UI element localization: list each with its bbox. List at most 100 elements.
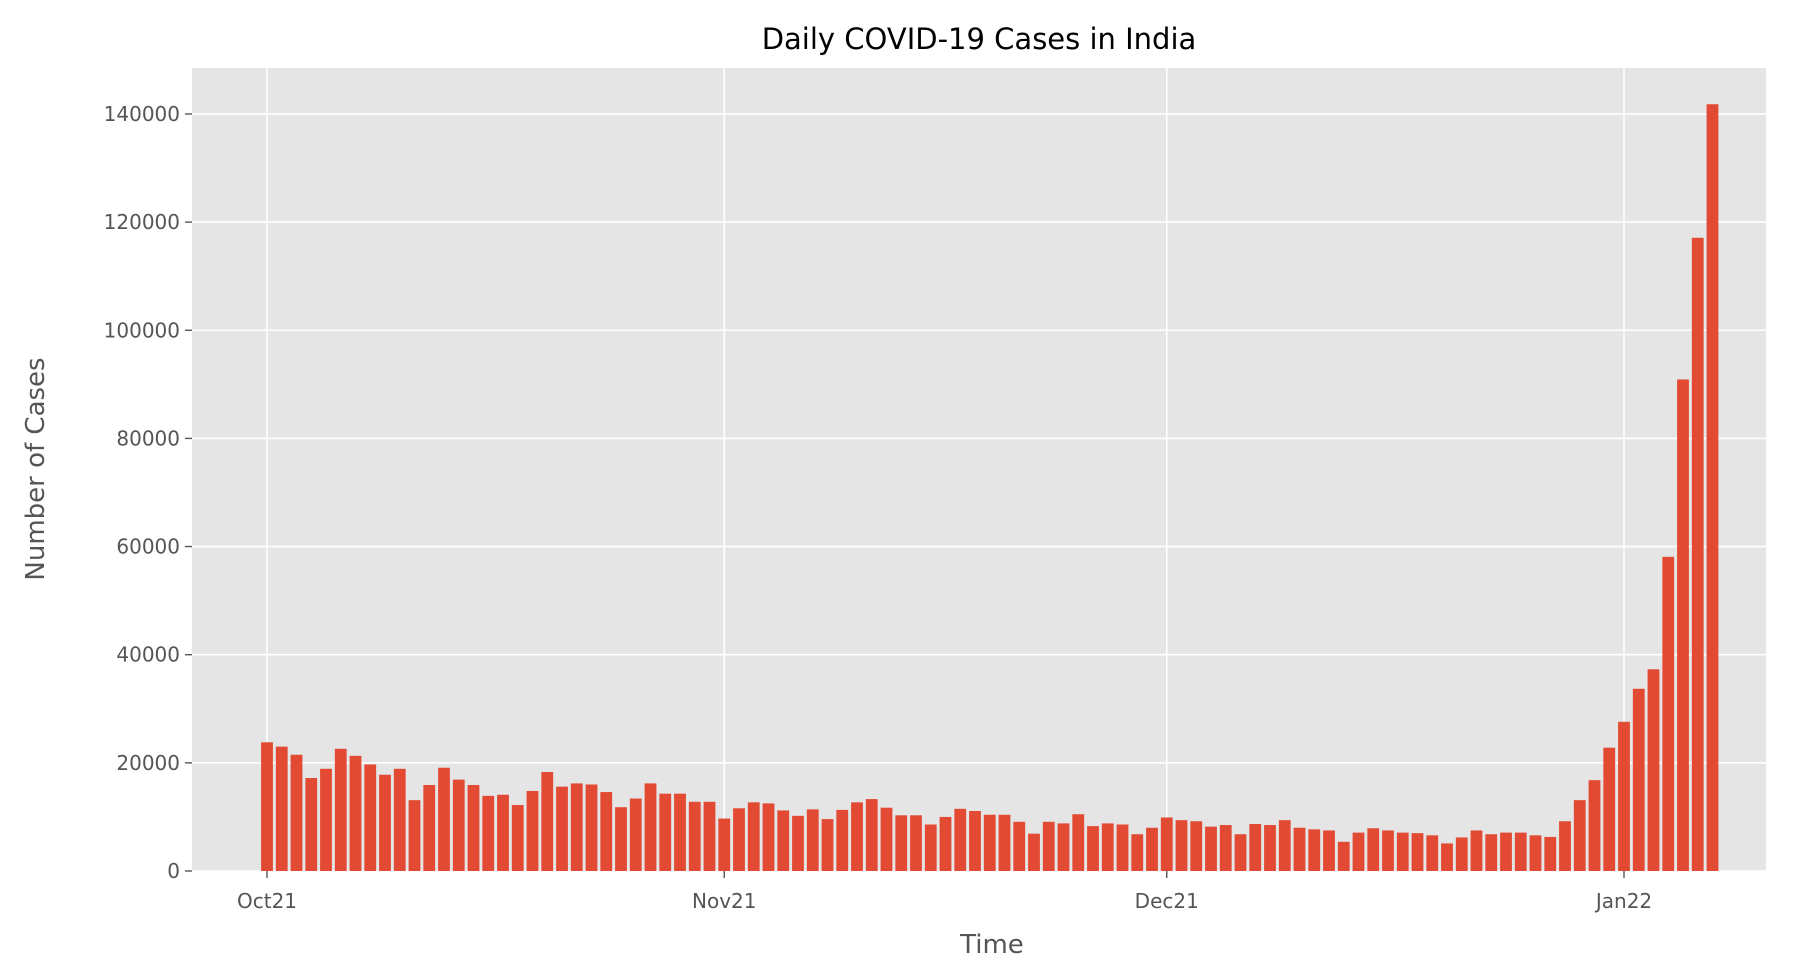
bar (1396, 832, 1409, 871)
bar (600, 792, 613, 871)
bar (1662, 556, 1675, 871)
bar (423, 785, 436, 871)
bar (526, 790, 539, 871)
bar (762, 803, 775, 871)
bar (777, 810, 790, 871)
bar (1337, 841, 1350, 871)
bar (482, 795, 495, 871)
bar (615, 807, 627, 871)
bar (1131, 834, 1144, 871)
bar (1293, 827, 1306, 871)
bar (1618, 721, 1630, 871)
bar (408, 800, 421, 871)
bar (261, 742, 273, 871)
y-tick-label: 20000 (116, 751, 180, 775)
plot-background (192, 68, 1766, 871)
bars (261, 104, 1719, 872)
y-tick-label: 140000 (104, 102, 180, 126)
bar (1573, 800, 1586, 871)
x-tick-label: Dec21 (1135, 889, 1199, 913)
bar (674, 793, 686, 871)
y-tick-label: 40000 (116, 643, 180, 667)
bar (1146, 827, 1158, 871)
bar (556, 786, 568, 871)
bar (1603, 747, 1616, 871)
bar (275, 746, 288, 871)
bar (924, 824, 937, 871)
bar (585, 784, 598, 871)
bar (629, 798, 642, 871)
bar (364, 764, 377, 871)
bar (983, 814, 996, 871)
bar (688, 801, 701, 871)
bar (1485, 834, 1498, 871)
bar (644, 783, 657, 871)
grid (192, 68, 1766, 872)
bar (467, 785, 480, 871)
bar (1160, 817, 1173, 871)
bar (1190, 821, 1203, 871)
bar (1249, 823, 1262, 871)
bar (792, 815, 804, 871)
bar (1455, 837, 1468, 871)
x-tick-label: Nov21 (692, 889, 756, 913)
bar (497, 794, 509, 871)
bar (1529, 835, 1542, 871)
bar (1514, 832, 1527, 871)
bar (910, 815, 922, 871)
bar (1072, 814, 1085, 871)
bar (1278, 820, 1291, 871)
bar (939, 816, 952, 871)
bar (1175, 820, 1188, 871)
bar (821, 819, 834, 871)
bar (1647, 669, 1660, 871)
y-axis-label: Number of Cases (21, 357, 51, 580)
bar (1234, 834, 1247, 871)
x-axis-ticks: Oct21 Nov21 Dec21 Jan22 (237, 871, 1652, 913)
bar (1116, 824, 1129, 871)
bar (1219, 825, 1232, 871)
bar (1042, 821, 1055, 871)
bar (1426, 835, 1439, 871)
y-axis-ticks: 0 20000 40000 60000 80000 100000 120000 140000 (104, 102, 192, 883)
bar (1013, 821, 1026, 871)
bar (865, 799, 878, 871)
bar (1028, 833, 1040, 871)
y-tick-label: 0 (167, 859, 180, 883)
bar (305, 777, 318, 871)
x-axis-label: Time (959, 930, 1024, 960)
bar (290, 754, 303, 871)
bar (969, 810, 981, 871)
y-tick-label: 120000 (104, 210, 180, 234)
chart-title: Daily COVID-19 Cases in India (762, 22, 1197, 56)
bar (1057, 823, 1070, 871)
bar (1632, 688, 1645, 871)
bar (1323, 830, 1335, 871)
bar (954, 808, 967, 871)
bar (1352, 832, 1365, 871)
bar (452, 779, 465, 871)
bar (733, 808, 745, 871)
bar (570, 783, 583, 871)
bar (349, 755, 362, 871)
bar (1677, 379, 1689, 871)
bar (1205, 826, 1217, 871)
y-tick-label: 60000 (116, 535, 180, 559)
bar (1367, 828, 1380, 871)
bar (1101, 823, 1114, 871)
bar (334, 748, 347, 871)
bar (1382, 830, 1394, 871)
bar (998, 814, 1011, 871)
bar (541, 772, 554, 871)
y-tick-label: 80000 (116, 426, 180, 450)
bar (511, 805, 524, 871)
bar (1559, 821, 1571, 871)
bar (747, 802, 760, 871)
bar (880, 807, 893, 871)
bar (320, 768, 332, 871)
bar (393, 768, 406, 871)
bar (703, 801, 716, 871)
x-tick-label: Jan22 (1594, 889, 1652, 913)
bar (438, 767, 450, 871)
